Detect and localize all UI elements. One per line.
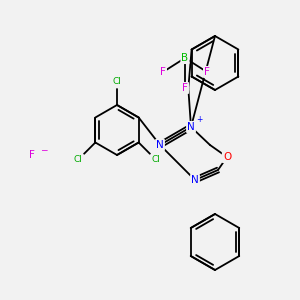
Text: F: F [182, 83, 188, 93]
Text: Cl: Cl [74, 155, 83, 164]
Text: B: B [182, 53, 189, 63]
Text: −: − [40, 146, 48, 154]
Text: F: F [29, 150, 35, 160]
Text: +: + [196, 115, 202, 124]
Text: N: N [187, 122, 195, 132]
Text: F: F [204, 67, 210, 77]
Text: Cl: Cl [112, 76, 122, 85]
Text: F: F [160, 67, 166, 77]
Text: N: N [156, 140, 164, 150]
Text: N: N [191, 175, 199, 185]
Text: Cl: Cl [151, 155, 160, 164]
Text: O: O [223, 152, 231, 162]
